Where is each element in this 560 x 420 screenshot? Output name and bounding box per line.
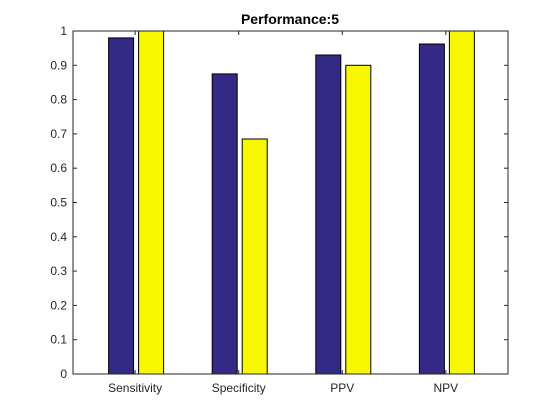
y-tick-label: 0.8 <box>50 93 67 107</box>
x-tick-label: Sensitivity <box>108 381 162 395</box>
bars-group <box>108 30 475 375</box>
x-tick-label: PPV <box>330 381 354 395</box>
axes-group: Sensitivity Specificity PPV NPV 0 0.1 0.2 0.3 0.… <box>50 24 509 395</box>
bar-npv-series-2 <box>448 30 475 375</box>
bar-sensitivity-series-2 <box>138 30 165 375</box>
y-tick-label: 0.7 <box>50 127 67 141</box>
chart-title: Performance:5 <box>241 11 339 27</box>
bar-ppv-series-2 <box>345 64 372 375</box>
y-tick-label: 0.5 <box>50 196 67 210</box>
axes-box <box>72 30 509 375</box>
bar-ppv-series-1 <box>315 54 342 375</box>
bar-specificity-series-2 <box>241 138 268 375</box>
x-tick-label: NPV <box>434 381 459 395</box>
y-tick-label: 1 <box>60 24 67 38</box>
bar-sensitivity-series-1 <box>108 37 135 375</box>
y-tick-label: 0.6 <box>50 161 67 175</box>
y-tick-label: 0.2 <box>50 298 67 312</box>
y-tick-label: 0 <box>60 367 67 381</box>
y-tick-label: 0.9 <box>50 58 67 72</box>
y-tick-label: 0.1 <box>50 333 67 347</box>
x-tick-label: Specificity <box>212 381 266 395</box>
bar-npv-series-1 <box>418 43 445 375</box>
y-tick-label: 0.3 <box>50 264 67 278</box>
bar-specificity-series-1 <box>211 73 238 375</box>
y-tick-label: 0.4 <box>50 230 67 244</box>
